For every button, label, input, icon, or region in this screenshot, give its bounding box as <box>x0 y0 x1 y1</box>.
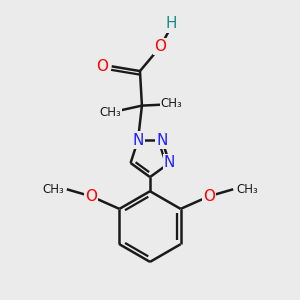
Text: CH₃: CH₃ <box>42 183 64 196</box>
Text: H: H <box>166 16 177 32</box>
Text: O: O <box>203 189 215 204</box>
Text: N: N <box>164 155 175 170</box>
Text: CH₃: CH₃ <box>236 183 258 196</box>
Text: CH₃: CH₃ <box>100 106 122 119</box>
Text: O: O <box>154 39 166 54</box>
Text: O: O <box>85 189 97 204</box>
Text: O: O <box>97 59 109 74</box>
Text: N: N <box>156 133 168 148</box>
Text: N: N <box>132 133 144 148</box>
Text: CH₃: CH₃ <box>160 97 182 110</box>
